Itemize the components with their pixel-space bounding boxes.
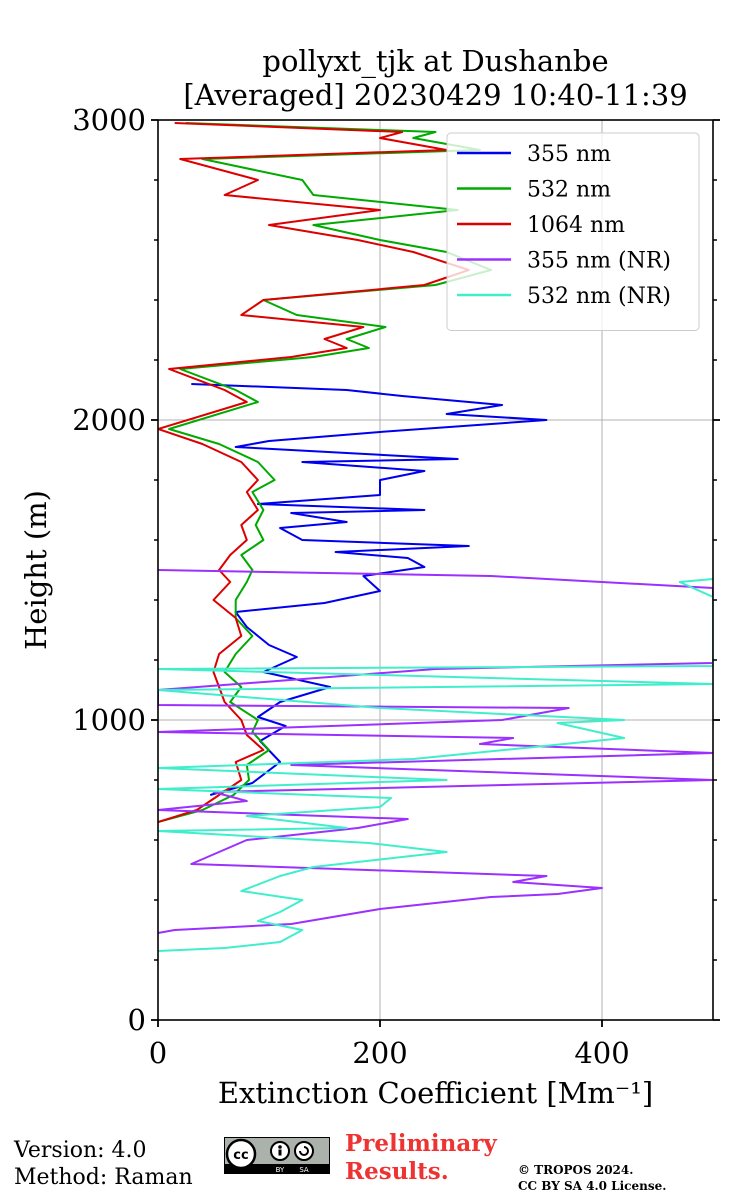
legend-label: 355 nm	[527, 142, 611, 167]
x-axis-label: Extinction Coefficient [Mm⁻¹]	[217, 1076, 654, 1110]
legend-label: 355 nm (NR)	[527, 249, 671, 274]
x-tick-label: 0	[149, 1036, 167, 1070]
results-label: Results.	[345, 1158, 449, 1185]
series-line	[158, 569, 713, 934]
method-text: Method: Raman	[14, 1165, 193, 1190]
y-tick-label: 2000	[72, 403, 146, 437]
chart-title: pollyxt_tjk at Dushanbe	[262, 44, 609, 78]
cc-license-badge: cc BY SA	[224, 1137, 330, 1174]
legend: 355 nm 532 nm 1064 nm 355 nm (NR) 532 nm (NR…	[446, 132, 700, 331]
svg-text:SA: SA	[299, 1166, 309, 1174]
y-tick-label: 3000	[72, 103, 146, 137]
version-text: Version: 4.0	[14, 1138, 147, 1163]
x-tick-label: 400	[574, 1036, 629, 1070]
x-tick-label: 200	[352, 1036, 407, 1070]
license-text: CC BY SA 4.0 License.	[518, 1179, 667, 1193]
cc-icon	[225, 1138, 257, 1170]
y-axis-label: Height (m)	[19, 490, 53, 650]
copyright-text: © TROPOS 2024.	[518, 1163, 634, 1177]
legend-label: 532 nm (NR)	[527, 284, 671, 309]
series-lines	[158, 122, 713, 952]
svg-text:cc: cc	[233, 1148, 248, 1163]
series-line	[158, 578, 713, 952]
legend-label: 1064 nm	[527, 213, 625, 238]
plot-frame	[157, 119, 714, 1021]
series-line	[158, 122, 470, 823]
axis-ticks: 0 1000 2000 3000 0 200 400	[72, 103, 720, 1070]
chart-subtitle: [Averaged] 20230429 10:40-11:39	[183, 78, 688, 112]
sa-icon	[294, 1141, 314, 1161]
legend-label: 532 nm	[527, 178, 611, 203]
series-line	[191, 383, 548, 796]
legend-box	[446, 132, 700, 331]
preliminary-label: Preliminary	[345, 1130, 497, 1157]
y-tick-label: 0	[128, 1003, 146, 1037]
y-tick-label: 1000	[72, 703, 146, 737]
svg-text:BY: BY	[276, 1166, 285, 1174]
series-line	[158, 122, 492, 823]
